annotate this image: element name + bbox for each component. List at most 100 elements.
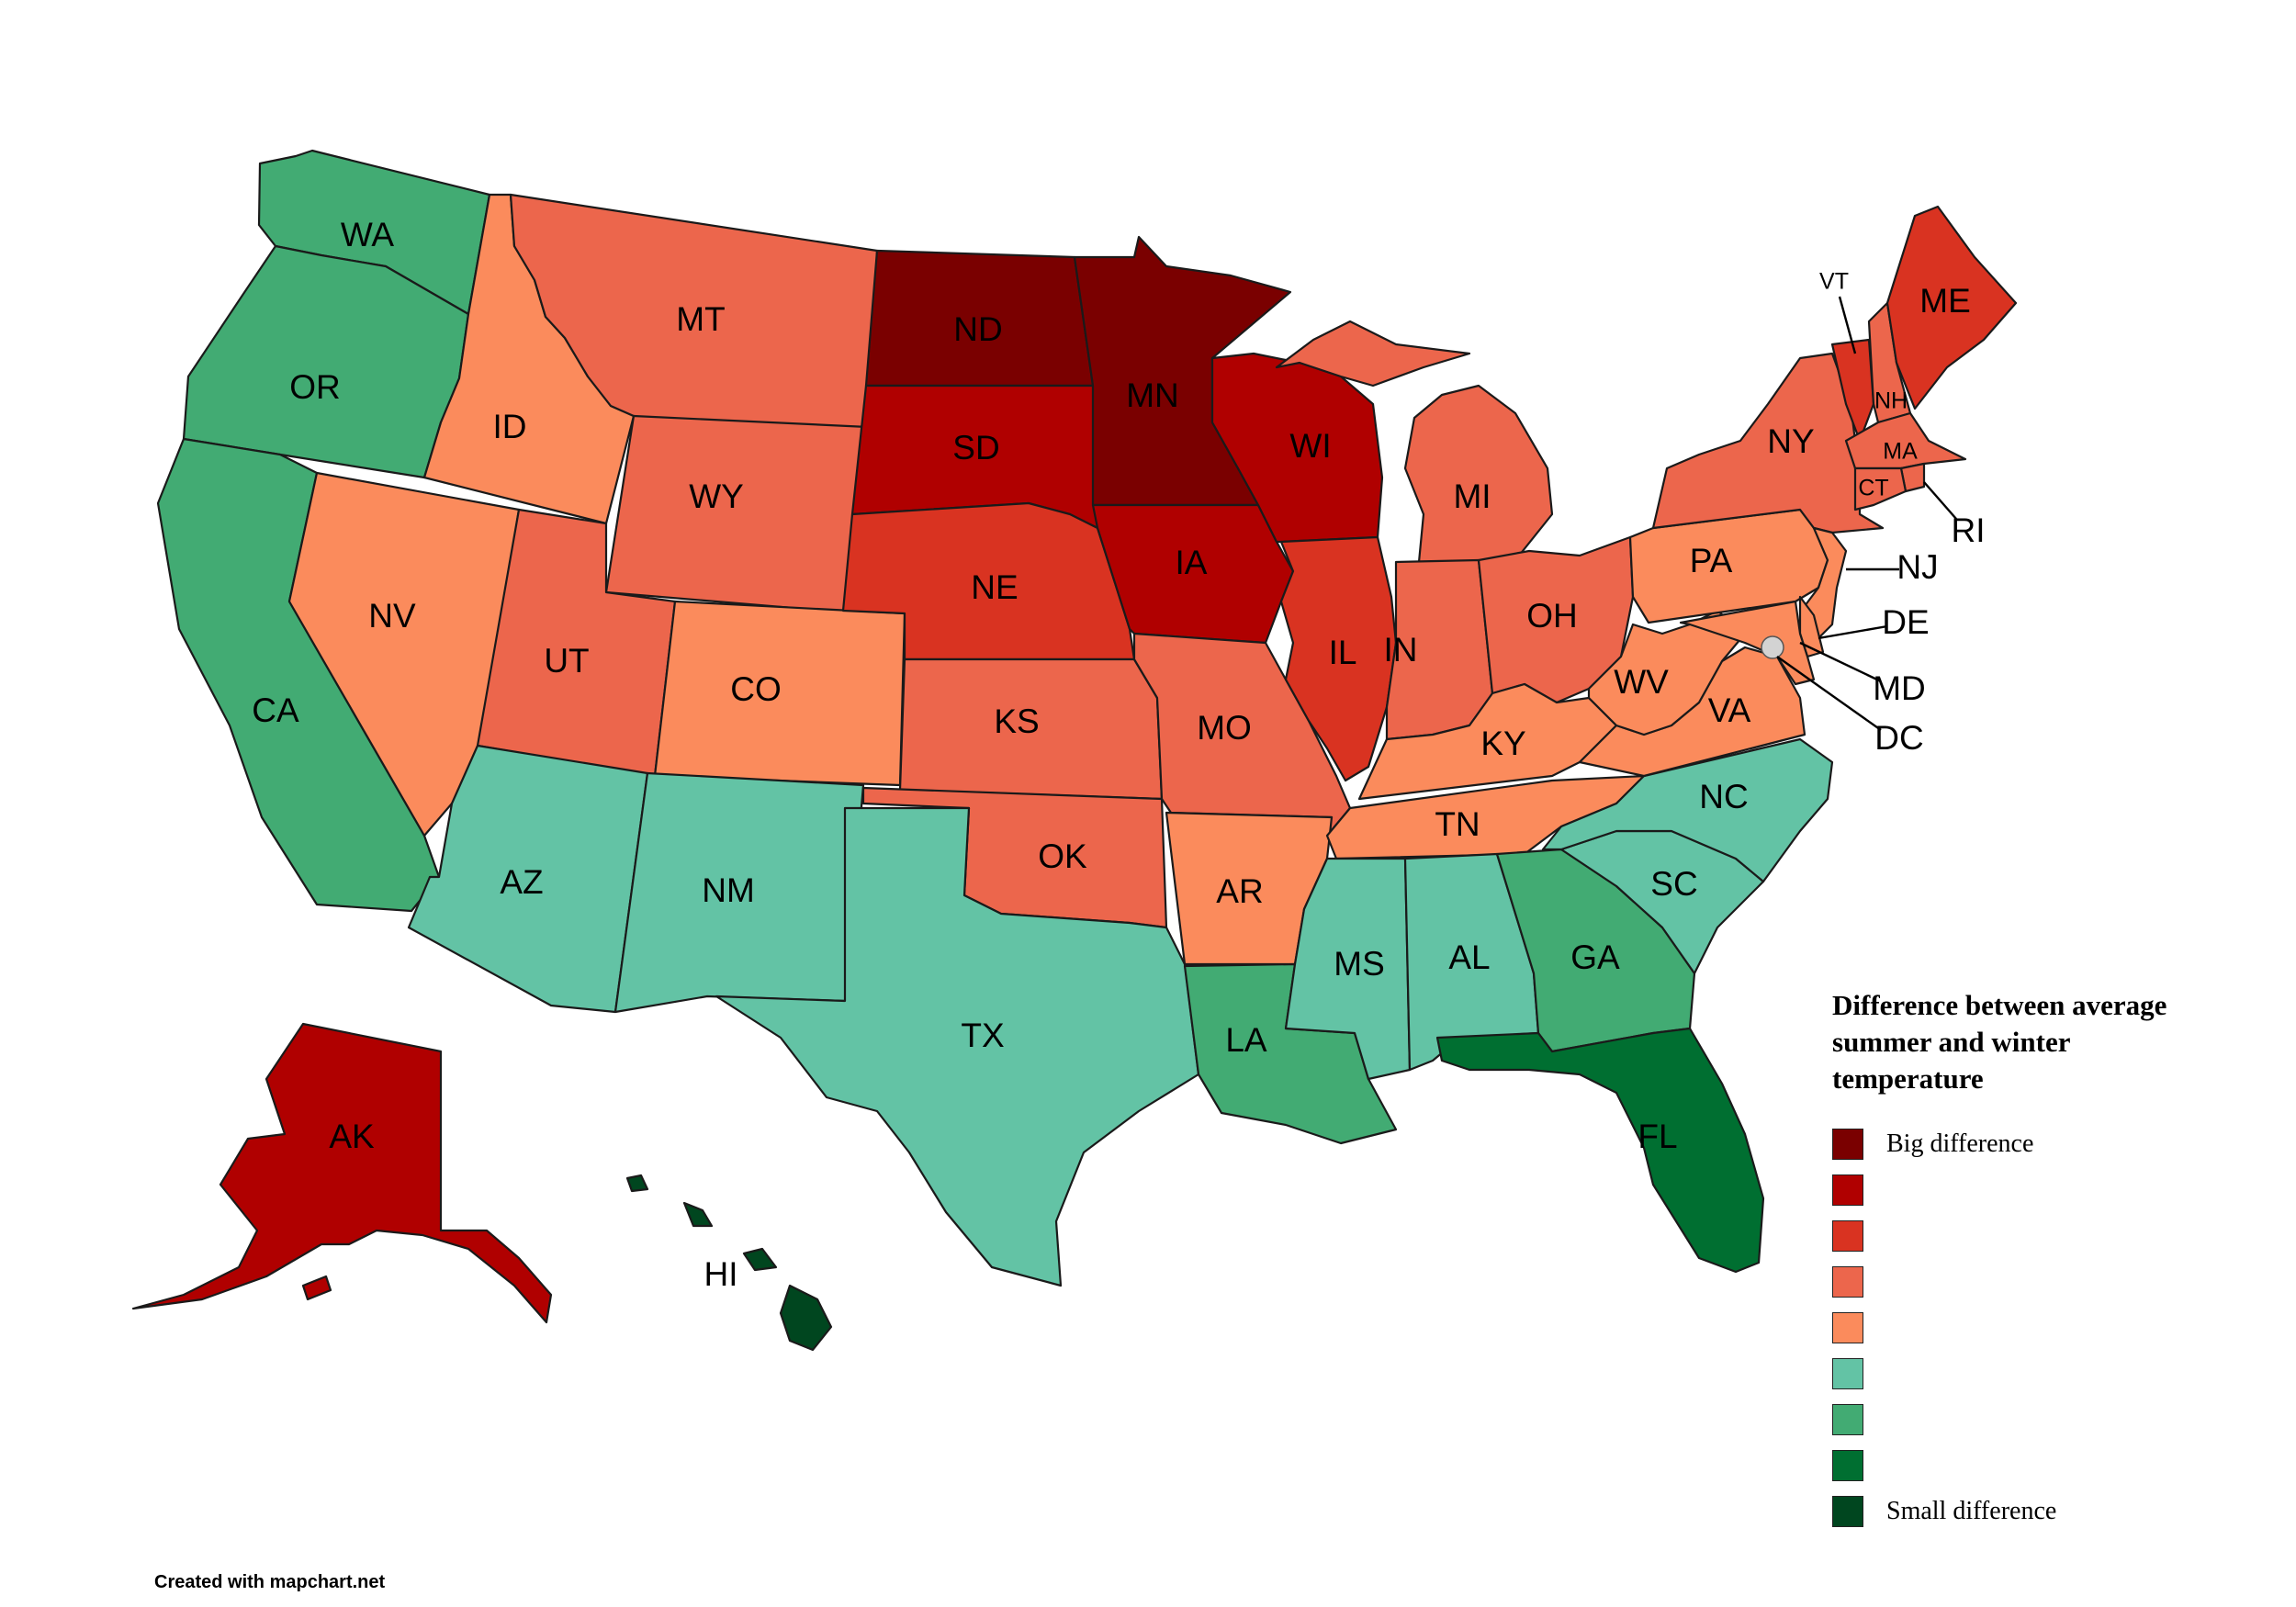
state-ak: [131, 1022, 553, 1324]
state-label-mi: MI: [1453, 478, 1491, 515]
state-label-ok: OK: [1038, 837, 1087, 875]
state-label-vt: VT: [1819, 269, 1849, 295]
legend: Difference between average summer and wi…: [1832, 987, 2181, 1534]
state-label-az: AZ: [500, 863, 543, 901]
state-me: [1885, 205, 2018, 410]
state-label-nc: NC: [1699, 778, 1748, 815]
state-label-ri: RI: [1952, 511, 1986, 549]
legend-item: Small difference: [1832, 1489, 2181, 1534]
state-label-ga: GA: [1570, 938, 1620, 976]
legend-swatch: [1832, 1220, 1863, 1252]
state-label-ny: NY: [1767, 422, 1814, 460]
leader-line-ri: [1923, 481, 1957, 520]
state-label-mo: MO: [1197, 709, 1252, 747]
state-label-ca: CA: [252, 691, 299, 729]
legend-rows: Big difference Small difference: [1832, 1121, 2181, 1534]
state-label-md: MD: [1873, 669, 1926, 707]
state-vt: [1830, 338, 1875, 443]
state-label-fl: FL: [1638, 1118, 1677, 1155]
state-label-mt: MT: [676, 300, 725, 338]
state-label-al: AL: [1448, 938, 1490, 976]
state-label-de: DE: [1882, 603, 1929, 641]
state-label-dc: DC: [1874, 719, 1923, 757]
state-label-sc: SC: [1650, 865, 1697, 903]
state-label-nj: NJ: [1896, 548, 1938, 586]
state-label-me: ME: [1919, 282, 1971, 320]
legend-swatch: [1832, 1129, 1863, 1160]
leader-line-md: [1799, 641, 1882, 683]
leader-line-vt: [1838, 296, 1857, 354]
legend-item: [1832, 1259, 2181, 1305]
state-label-wy: WY: [689, 478, 744, 515]
state-label-ky: KY: [1480, 725, 1525, 762]
leader-lines: [1776, 296, 1957, 731]
legend-item: [1832, 1305, 2181, 1351]
state-label-wv: WV: [1614, 663, 1669, 701]
state-label-tx: TX: [961, 1017, 1004, 1054]
legend-item: [1832, 1443, 2181, 1489]
credit-text: Created with mapchart.net: [154, 1572, 386, 1592]
state-label-or: OR: [289, 368, 341, 406]
state-label-nm: NM: [702, 871, 755, 909]
state-label-wa: WA: [341, 216, 395, 253]
state-label-pa: PA: [1690, 542, 1733, 579]
legend-label: Big difference: [1886, 1129, 2034, 1158]
legend-swatch: [1832, 1312, 1863, 1343]
legend-item: [1832, 1167, 2181, 1213]
state-mi: [1275, 320, 1554, 564]
state-md: [1679, 600, 1816, 686]
state-ne: [841, 501, 1136, 661]
legend-item: Big difference: [1832, 1121, 2181, 1167]
state-labels: WA OR CA ID NV MT WY UT CO AZ NM ND SD NE KS OK TX MN IA MO…: [252, 216, 1985, 1293]
state-label-co: CO: [730, 670, 782, 708]
legend-swatch: [1832, 1358, 1863, 1389]
state-il: [1279, 535, 1398, 782]
legend-item: [1832, 1351, 2181, 1397]
state-label-ct: CT: [1858, 476, 1888, 501]
legend-swatch: [1832, 1496, 1863, 1527]
leader-line-dc: [1776, 656, 1882, 731]
legend-swatch: [1832, 1404, 1863, 1435]
legend-item: [1832, 1397, 2181, 1443]
state-label-nd: ND: [953, 310, 1002, 348]
state-label-sd: SD: [952, 429, 999, 466]
state-dc: [1761, 635, 1784, 659]
state-label-mn: MN: [1126, 376, 1179, 414]
legend-swatch: [1832, 1174, 1863, 1206]
leader-line-de: [1818, 624, 1888, 640]
state-label-ak: AK: [329, 1118, 375, 1155]
state-hi: [625, 1174, 833, 1352]
state-label-wi: WI: [1289, 427, 1331, 465]
legend-label: Small difference: [1886, 1497, 2057, 1525]
state-tx: [715, 806, 1200, 1287]
state-wv: [1587, 609, 1747, 736]
states-layer: [131, 149, 2018, 1352]
legend-item: [1832, 1213, 2181, 1259]
state-label-tn: TN: [1435, 805, 1480, 843]
state-ct: [1853, 466, 1908, 511]
state-label-ks: KS: [994, 702, 1039, 740]
state-label-il: IL: [1329, 634, 1357, 671]
state-label-va: VA: [1708, 691, 1751, 729]
legend-title: Difference between average summer and wi…: [1832, 989, 2167, 1095]
state-fl: [1435, 1027, 1765, 1274]
state-label-ne: NE: [971, 568, 1018, 606]
legend-swatch: [1832, 1266, 1863, 1298]
state-label-ar: AR: [1216, 872, 1263, 910]
state-label-nv: NV: [368, 597, 416, 635]
state-nc: [1541, 737, 1834, 883]
state-label-oh: OH: [1526, 597, 1578, 635]
state-label-in: IN: [1384, 631, 1418, 669]
state-label-ma: MA: [1883, 439, 1918, 465]
state-label-id: ID: [493, 408, 527, 445]
state-label-ms: MS: [1334, 945, 1385, 983]
state-label-la: LA: [1225, 1021, 1267, 1059]
state-nj: [1803, 526, 1848, 645]
state-label-ut: UT: [544, 642, 589, 680]
legend-swatch: [1832, 1450, 1863, 1481]
state-label-hi: HI: [704, 1255, 738, 1293]
state-label-ia: IA: [1176, 544, 1208, 581]
state-ky: [1357, 682, 1618, 801]
